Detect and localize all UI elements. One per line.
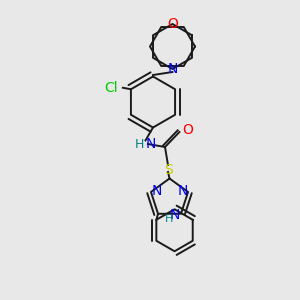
Text: H: H xyxy=(165,214,174,224)
Text: N: N xyxy=(167,62,178,76)
Text: S: S xyxy=(164,163,172,176)
Text: N: N xyxy=(169,208,179,222)
Text: H: H xyxy=(135,137,144,151)
Text: Cl: Cl xyxy=(104,81,117,95)
Text: N: N xyxy=(146,137,156,151)
Text: O: O xyxy=(182,124,193,137)
Text: N: N xyxy=(178,184,188,198)
Text: N: N xyxy=(151,184,161,198)
Text: O: O xyxy=(167,17,178,31)
